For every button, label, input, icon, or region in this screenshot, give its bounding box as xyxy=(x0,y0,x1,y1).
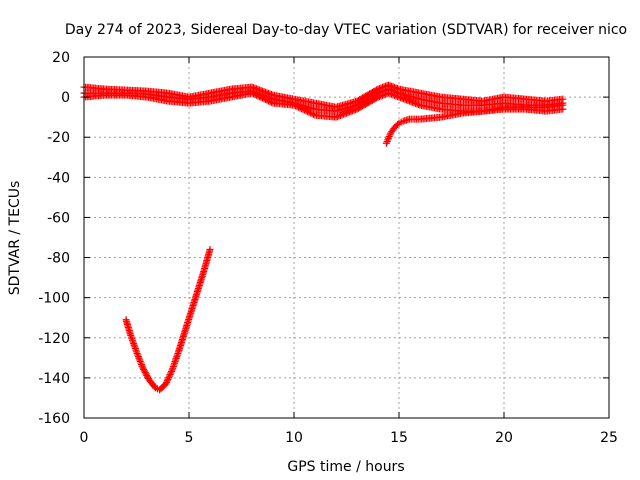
data-point-interp xyxy=(142,370,150,378)
y-tick-label: 20 xyxy=(52,50,70,66)
data-point-interp xyxy=(257,93,265,101)
data-point-interp xyxy=(163,378,171,386)
data-point-interp xyxy=(136,356,144,364)
data-point-interp xyxy=(305,108,313,116)
x-tick-label: 25 xyxy=(600,430,618,446)
data-point-interp xyxy=(302,107,310,115)
series-4 xyxy=(122,246,214,394)
data-point-interp xyxy=(253,91,260,99)
data-point-interp xyxy=(262,96,269,104)
grid-lines xyxy=(84,57,609,418)
data-point-interp xyxy=(167,369,175,377)
data-point-interp xyxy=(308,110,316,118)
data-point-interp xyxy=(293,103,301,111)
data-point-interp xyxy=(256,93,263,101)
data-point-interp xyxy=(138,362,146,370)
data-point xyxy=(162,380,170,388)
data-point xyxy=(248,89,256,97)
y-tick-label: -160 xyxy=(38,411,70,427)
y-tick-label: -100 xyxy=(38,291,70,307)
y-tick-label: 0 xyxy=(61,90,70,106)
x-tick-label: 10 xyxy=(285,430,303,446)
data-point-interp xyxy=(138,361,146,369)
x-axis-label: GPS time / hours xyxy=(287,459,404,475)
data-point-interp xyxy=(268,98,275,106)
data-point-interp xyxy=(296,104,304,112)
data-point-interp xyxy=(137,359,145,367)
y-tick-label: -120 xyxy=(38,331,70,347)
y-tick-label: -40 xyxy=(47,170,70,186)
y-tick-label: -140 xyxy=(38,371,70,387)
data-point-interp xyxy=(141,368,149,376)
x-tick-label: 15 xyxy=(390,430,408,446)
data-point xyxy=(382,139,390,147)
data-point-interp xyxy=(165,374,173,382)
data-point-interp xyxy=(144,373,152,381)
data-point-interp xyxy=(165,372,173,380)
data-point-interp xyxy=(143,371,151,379)
data-point-interp xyxy=(298,105,305,113)
data-point-interp xyxy=(134,353,142,361)
y-axis-label: SDTVAR / TECUs xyxy=(7,181,23,296)
data-point-interp xyxy=(134,351,142,359)
data-point-interp xyxy=(260,95,268,103)
data-point-interp xyxy=(133,349,141,357)
data-point-interp xyxy=(299,105,307,113)
data-point-interp xyxy=(136,357,144,365)
axis-ticks: 0 5 10 15 20 25 20 0 -20 -40 -60 -80 -100 -120 -140 -16… xyxy=(38,50,618,446)
data-layer xyxy=(80,81,567,394)
data-point-interp xyxy=(301,106,308,114)
y-tick-label: -60 xyxy=(47,210,70,226)
data-point xyxy=(133,348,140,356)
data-point-interp xyxy=(263,96,271,104)
data-point-interp xyxy=(385,134,392,142)
data-point-interp xyxy=(304,108,311,116)
data-point xyxy=(206,246,214,254)
data-point-interp xyxy=(295,103,302,111)
data-point-interp xyxy=(168,367,175,375)
x-tick-label: 0 xyxy=(80,430,89,446)
chart-title: Day 274 of 2023, Sidereal Day-to-day VTE… xyxy=(65,22,627,38)
x-tick-label: 5 xyxy=(185,430,194,446)
data-point xyxy=(559,101,567,109)
data-point-interp xyxy=(383,138,391,146)
data-point-interp xyxy=(385,133,393,141)
data-point-interp xyxy=(254,92,262,100)
data-point-interp xyxy=(307,109,314,117)
data-point-interp xyxy=(135,354,143,362)
data-point-interp xyxy=(164,375,172,383)
data-point-interp xyxy=(292,102,299,110)
data-point-interp xyxy=(250,90,257,98)
data-point-interp xyxy=(259,94,266,102)
data-point-interp xyxy=(251,91,259,99)
data-point xyxy=(290,101,298,109)
series-1 xyxy=(80,85,567,115)
plot-frame xyxy=(83,56,610,419)
y-tick-label: -80 xyxy=(47,251,70,267)
data-point-interp xyxy=(265,97,272,105)
x-tick-label: 20 xyxy=(495,430,513,446)
data-point-interp xyxy=(310,110,317,118)
data-point-interp xyxy=(266,98,274,106)
data-point xyxy=(139,364,147,372)
data-point-interp xyxy=(140,365,148,373)
data-point-interp xyxy=(384,136,392,144)
data-point-interp xyxy=(163,377,171,385)
series-3 xyxy=(382,101,567,147)
y-tick-label: -20 xyxy=(47,130,70,146)
data-point-interp xyxy=(140,367,148,375)
data-point-interp xyxy=(166,371,174,379)
